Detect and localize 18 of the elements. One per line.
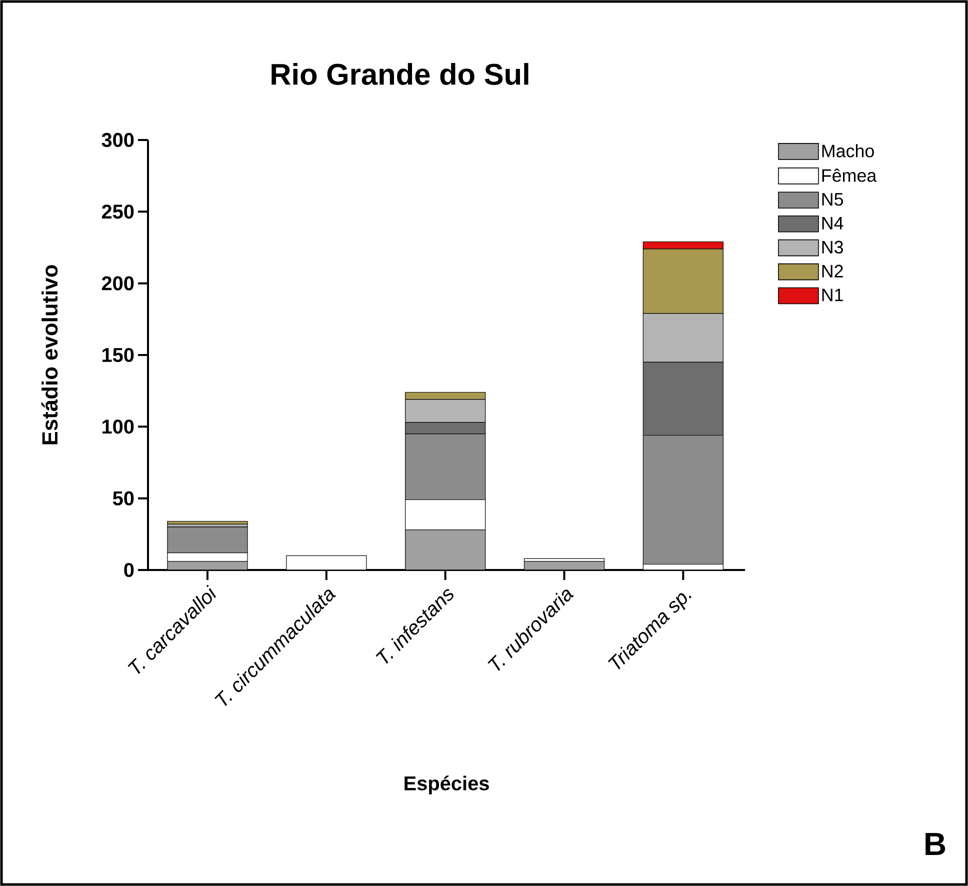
- legend-label: N2: [822, 264, 843, 278]
- y-tick-label: 100: [102, 420, 134, 434]
- legend-label: N4: [822, 216, 844, 230]
- legend-label: Macho: [822, 144, 874, 158]
- y-tick-label: 150: [102, 348, 134, 362]
- y-tick-label: 300: [102, 132, 134, 148]
- y-tick-label: 200: [102, 276, 134, 290]
- y-tick-label: 0: [124, 562, 134, 578]
- y-axis-title: Estádio evolutivo: [41, 265, 58, 444]
- legend-label: N3: [822, 240, 843, 254]
- legend-label: Fêmea: [822, 168, 877, 182]
- x-axis-title: Espécies: [404, 776, 489, 794]
- legend-label: N1: [822, 288, 843, 302]
- chart-title: Rio Grande do Sul: [272, 63, 528, 85]
- legend-label: N5: [822, 193, 844, 206]
- y-tick-label: 250: [102, 204, 134, 219]
- y-tick-label: 50: [112, 491, 134, 506]
- text: B: [926, 833, 946, 855]
